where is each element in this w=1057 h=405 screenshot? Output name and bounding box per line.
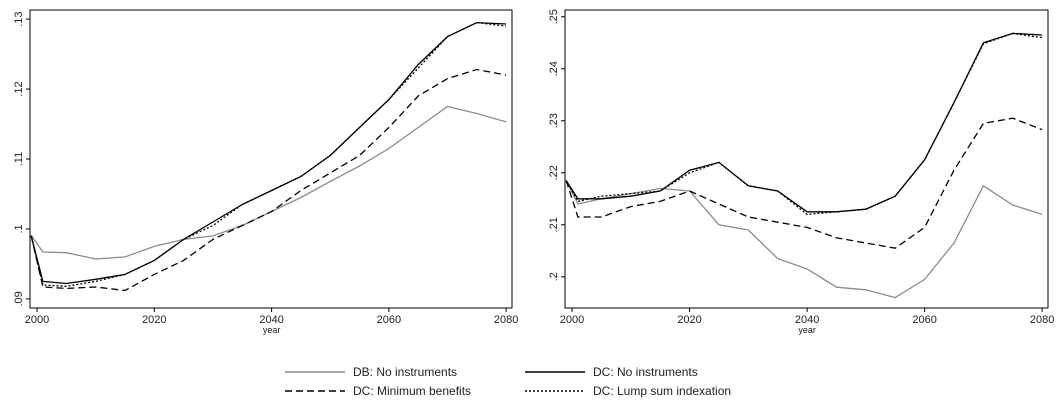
plot-frame [564,9,1049,309]
series-line [30,21,507,285]
y-tick-label: .09 [13,291,25,306]
series-line [30,105,507,260]
y-tick-label: .24 [548,61,560,76]
plot-frame [29,9,513,309]
series-line [565,117,1043,249]
y-tick-label: .13 [13,11,25,26]
x-tick-label: 2080 [1030,314,1054,326]
x-axis-label: year [798,325,816,335]
series-line [565,32,1043,213]
x-tick-label: 2060 [912,314,936,326]
y-tick-label: .21 [548,217,560,232]
legend-label: DC: No instruments [593,365,698,379]
series-line [30,21,507,287]
y-tick-label: .25 [548,9,560,24]
y-tick-label: .1 [13,224,25,233]
legend-label: DB: No instruments [353,365,457,379]
x-tick-label: 2000 [25,314,49,326]
series-line [30,68,507,292]
series-line [565,180,1043,299]
y-tick-label: .11 [13,152,25,166]
legend-label: DC: Minimum benefits [353,384,471,398]
y-tick-label: .2 [548,272,560,281]
x-tick-label: 2020 [677,314,701,326]
y-tick-label: .22 [548,165,560,180]
x-tick-label: 2000 [560,314,584,326]
x-tick-label: 2020 [142,314,166,326]
x-tick-label: 2040 [795,314,819,326]
y-tick-label: .23 [548,113,560,128]
y-tick-label: .12 [13,81,25,96]
x-tick-label: 2080 [494,314,518,326]
x-tick-label: 2060 [377,314,401,326]
series-line [565,32,1043,216]
legend-label: DC: Lump sum indexation [593,384,731,398]
x-axis-label: year [263,325,281,335]
x-tick-label: 2040 [259,314,283,326]
